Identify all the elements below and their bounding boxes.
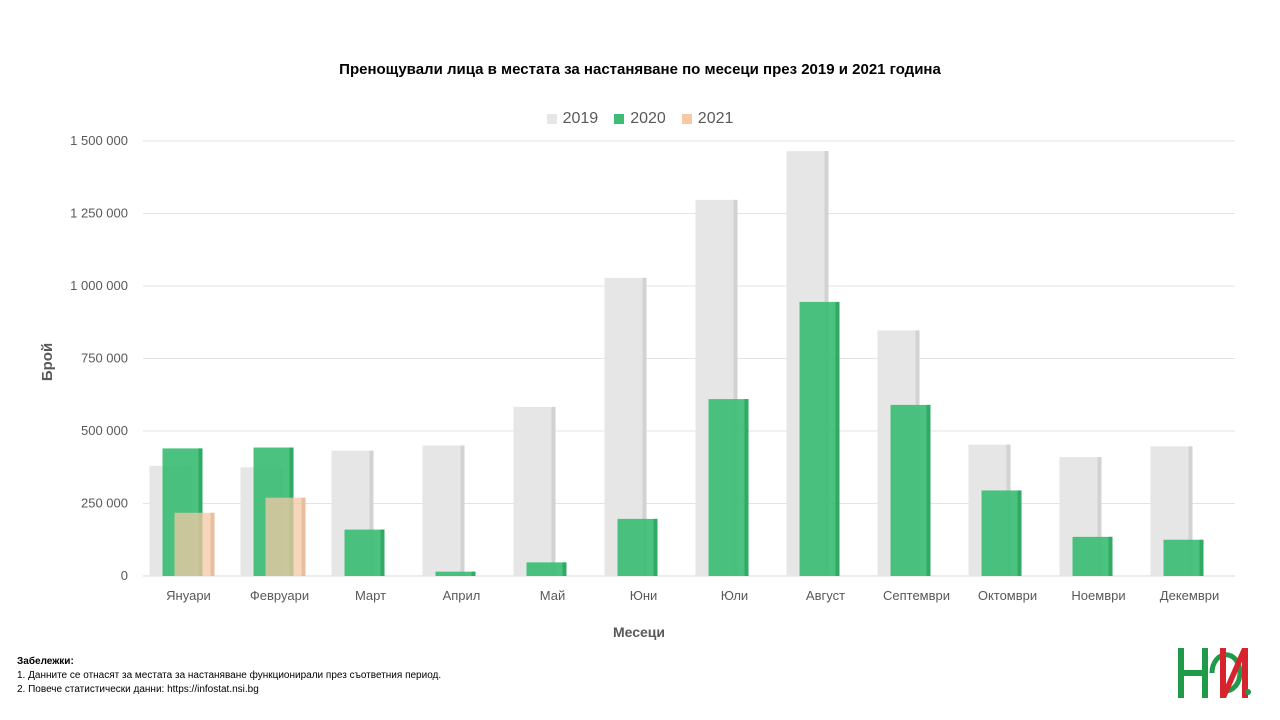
bar-2020-Май	[526, 562, 567, 576]
bar-2020-Октомври	[981, 490, 1022, 576]
x-tick-label: Август	[806, 588, 845, 603]
x-tick-label: Май	[540, 588, 565, 603]
bar-edge-2020-Август	[835, 301, 840, 576]
bar-2020-Декември	[1163, 539, 1204, 576]
x-tick-label: Юни	[630, 588, 658, 603]
bar-edge-2021-Януари	[210, 512, 215, 576]
bar-edge-2020-Ноември	[1108, 536, 1113, 576]
bar-2020-Ноември	[1072, 536, 1113, 576]
bar-2020-Юли	[708, 399, 749, 576]
legend-label-2021: 2021	[697, 110, 734, 127]
chart-title: Пренощували лица в местата за настаняван…	[339, 61, 941, 78]
y-tick-label: 500 000	[81, 423, 128, 438]
y-tick-label: 1 250 000	[70, 206, 128, 221]
bar-edge-2019-Април	[460, 445, 465, 576]
x-tick-label: Февруари	[250, 588, 309, 603]
nsi-logo	[1178, 648, 1251, 698]
x-tick-label: Януари	[166, 588, 211, 603]
bar-edge-2019-Ноември	[1097, 457, 1102, 576]
note-item: 1. Данните се отнасят за местата за наст…	[17, 670, 442, 681]
bar-2020-Април	[435, 571, 476, 576]
legend-item-2021: 2021	[681, 110, 734, 128]
gridlines	[143, 140, 1235, 577]
x-axis-ticks: Януари Февруари Март Април Май Юни Юли Август Се…	[166, 588, 1219, 603]
bar-edge-2020-Октомври	[1017, 490, 1022, 576]
legend: 2019 2020 2021	[0, 110, 1280, 128]
x-tick-label: Октомври	[978, 588, 1037, 603]
bar-2019-Април	[422, 445, 465, 576]
bar-edge-2020-Септември	[926, 404, 931, 576]
bar-edge-2020-Март	[380, 529, 385, 576]
notes: Забележки: 1. Данните се отнасят за мест…	[17, 655, 441, 697]
y-tick-label: 0	[121, 568, 128, 583]
bar-edge-2020-Май	[562, 562, 567, 576]
bar-edge-2021-Февруари	[301, 497, 306, 576]
legend-item-2020: 2020	[614, 110, 666, 128]
legend-label-2020: 2020	[630, 110, 666, 127]
bar-edge-2020-Юни	[653, 518, 658, 576]
x-tick-label: Септември	[883, 588, 950, 603]
x-tick-label: Април	[443, 588, 481, 603]
note-item: 2. Повече статистически данни: https://i…	[17, 684, 259, 695]
bar-2021-Февруари	[265, 497, 306, 576]
bar-edge-2020-Юли	[744, 399, 749, 576]
bar-edge-2019-Декември	[1188, 446, 1193, 576]
legend-swatch-2021	[681, 114, 692, 124]
bar-edge-2019-Юли	[733, 199, 738, 576]
x-axis-label: Месеци	[613, 624, 665, 640]
bar-edge-2020-Декември	[1199, 539, 1204, 576]
bar-2020-Август	[799, 301, 840, 576]
bar-edge-2020-Април	[471, 571, 476, 576]
y-axis-label: Брой	[39, 343, 56, 381]
x-tick-label: Март	[355, 588, 386, 603]
bar-2020-Март	[344, 529, 385, 576]
notes-heading: Забележки:	[17, 656, 74, 667]
y-tick-label: 250 000	[81, 496, 128, 511]
y-tick-label: 750 000	[81, 351, 128, 366]
bar-edge-2019-Март	[369, 450, 374, 576]
legend-swatch-2019	[546, 114, 557, 124]
x-tick-label: Ноември	[1071, 588, 1125, 603]
bar-edge-2019-Май	[551, 406, 556, 576]
bar-2020-Юни	[617, 518, 658, 576]
x-tick-label: Декември	[1160, 588, 1219, 603]
legend-item-2019: 2019	[546, 110, 599, 128]
legend-swatch-2020	[614, 114, 625, 124]
bar-2019-Май	[513, 406, 556, 576]
y-tick-label: 1 500 000	[70, 133, 128, 148]
x-tick-label: Юли	[721, 588, 748, 603]
bar-edge-2019-Юни	[642, 277, 647, 576]
y-axis-ticks: 0 250 000 500 000 750 000 1 000 000 1 250 000…	[70, 133, 128, 583]
y-tick-label: 1 000 000	[70, 278, 128, 293]
bar-2020-Септември	[890, 404, 931, 576]
legend-label-2019: 2019	[562, 110, 599, 127]
bar-edge-2020-Януари	[198, 448, 203, 576]
bar-2021-Януари	[174, 512, 215, 576]
bars	[149, 151, 1204, 576]
